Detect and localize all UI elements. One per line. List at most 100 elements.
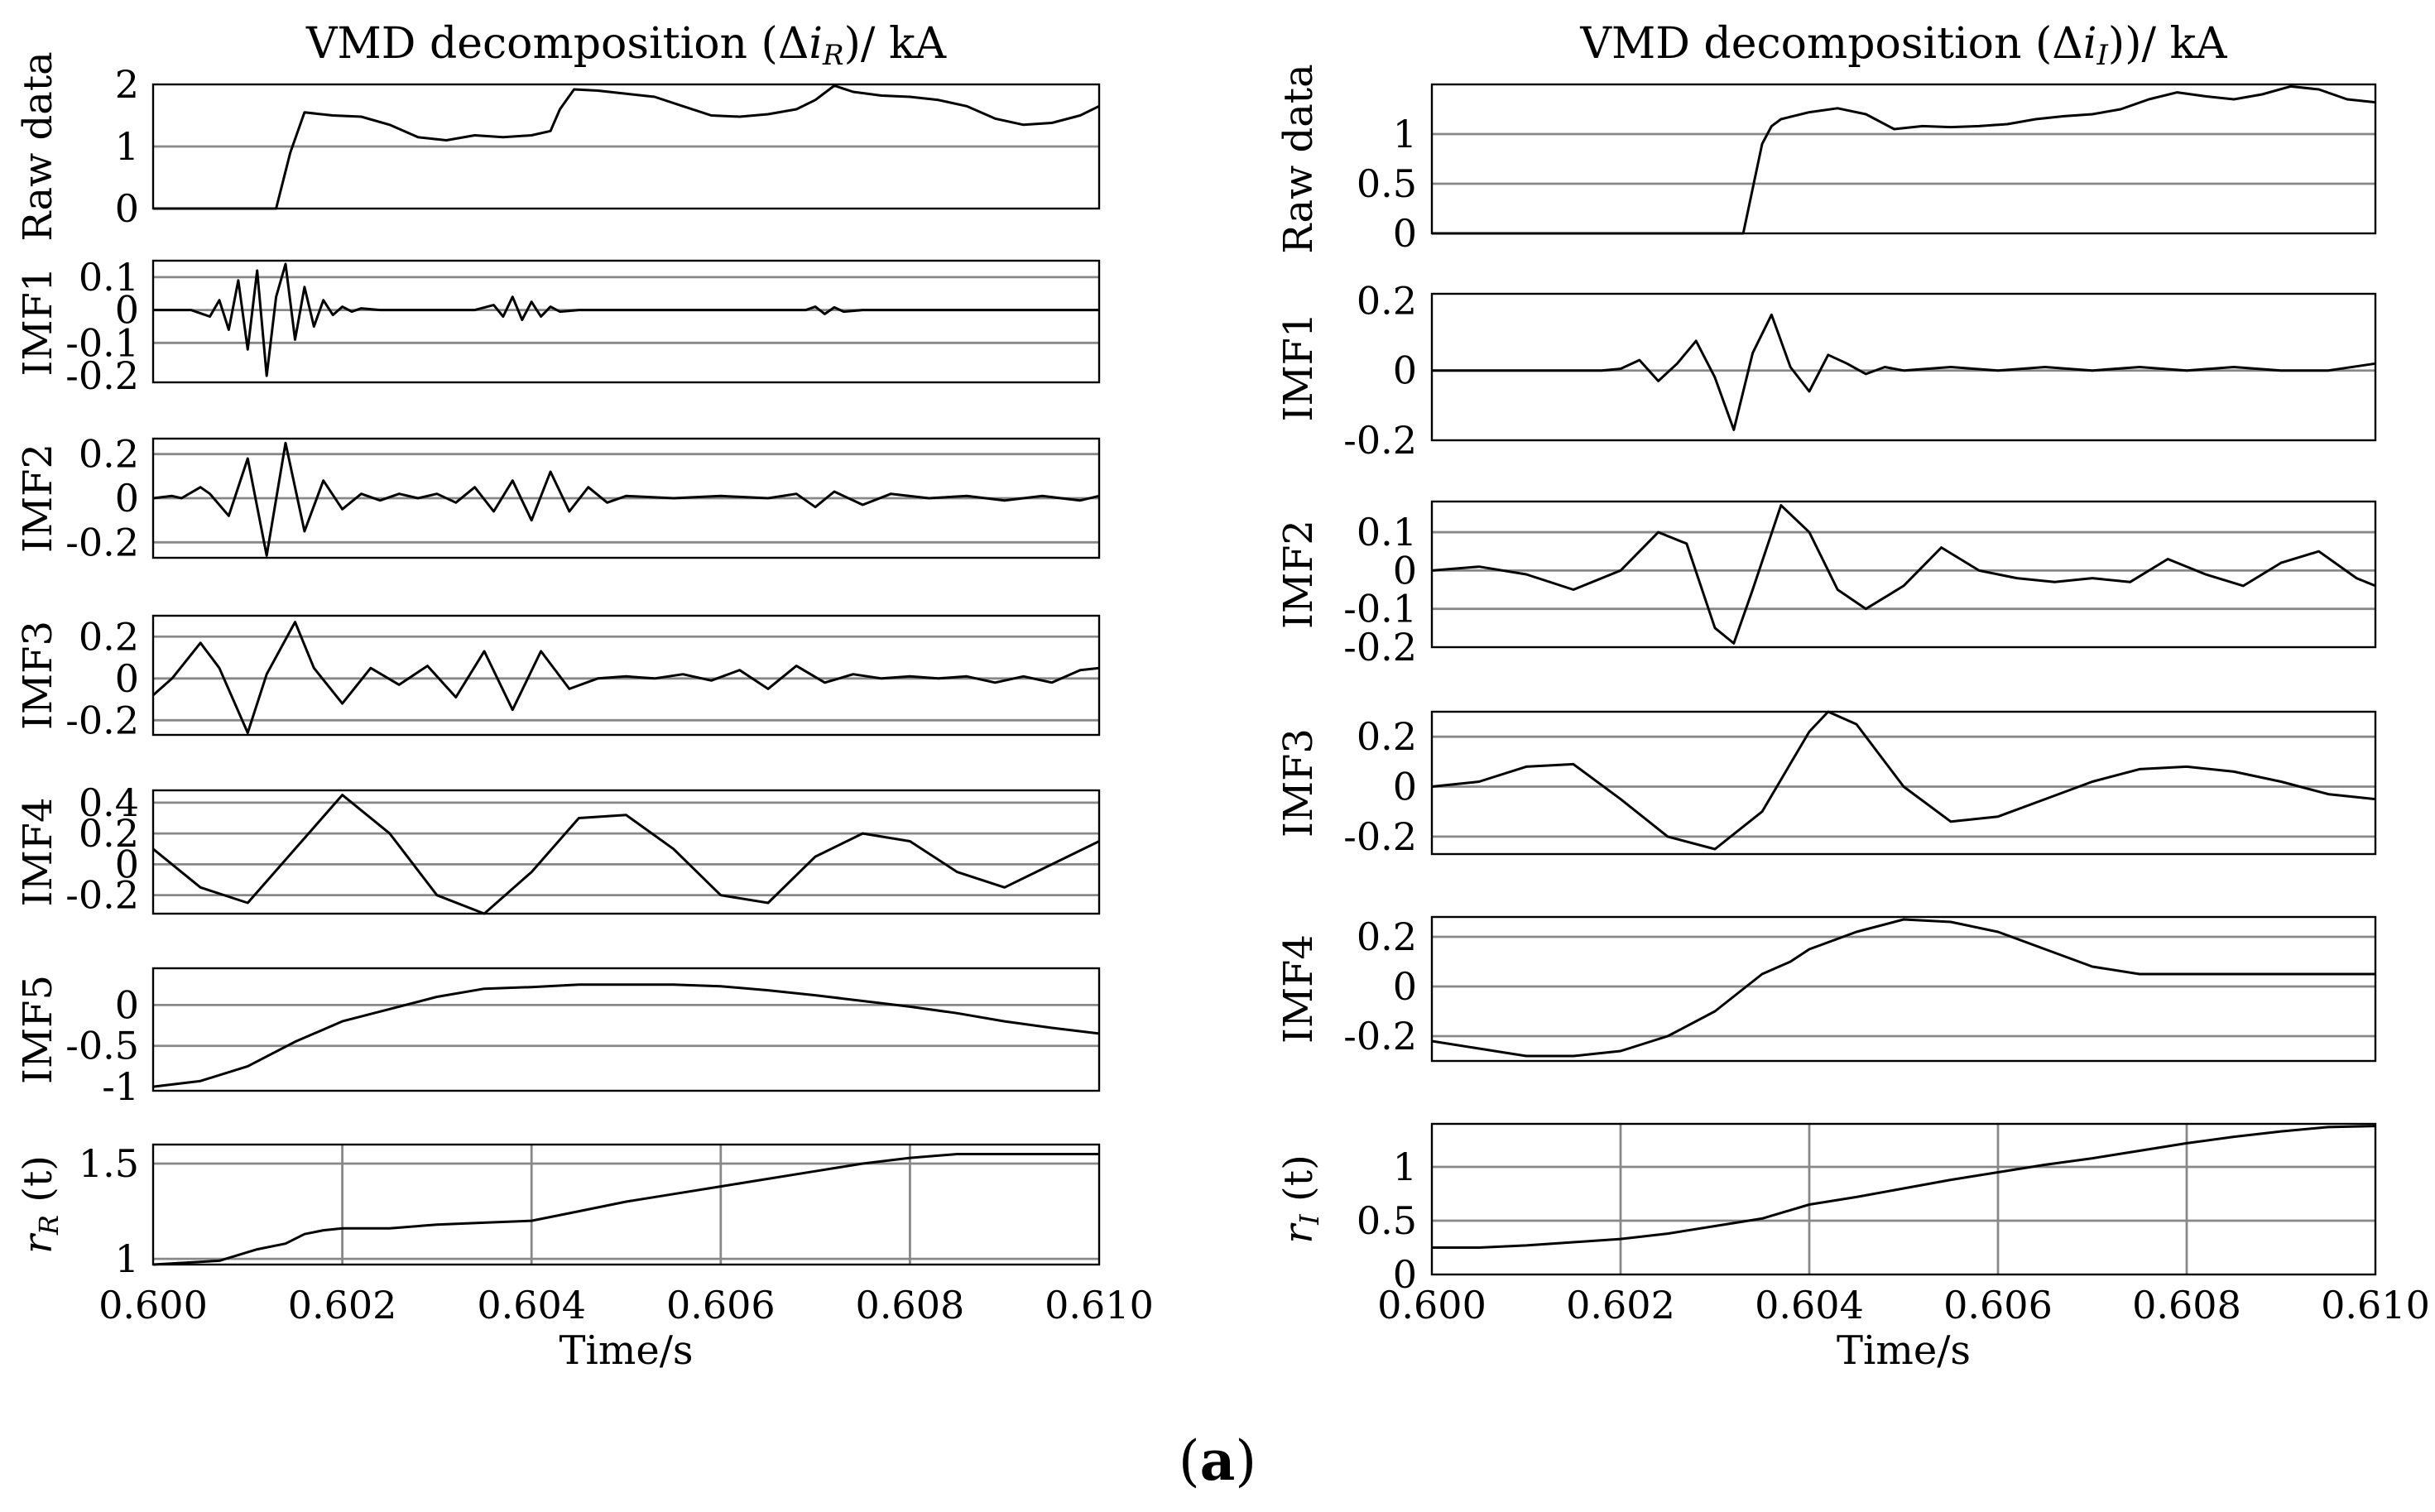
panel-frame-1-0 [1430, 83, 2377, 235]
chart-title-0: VMD decomposition (ΔiR)/ kA [305, 19, 948, 72]
xlabel-1: Time/s [1837, 1327, 1971, 1374]
ytick-label-0-3-1: 0 [115, 656, 139, 701]
series-line-1-3 [1431, 710, 2376, 851]
ytick-label-0-5-0: 0 [115, 982, 139, 1027]
panel-frame-0-1 [151, 259, 1101, 384]
panel-frame-1-4 [1430, 915, 2377, 1063]
panel-frame-0-6 [151, 1143, 1101, 1266]
figure-caption: (a) [1179, 1428, 1256, 1493]
ytick-label-0-2-1: 0 [115, 476, 139, 521]
xtick-label-0-2: 0.604 [477, 1283, 586, 1327]
ylabel-0-3: IMF3 [15, 621, 61, 730]
series-line-0-2 [152, 441, 1100, 557]
ytick-label-0-1-2: -0.1 [65, 320, 139, 365]
ylabel-0-4: IMF4 [15, 798, 61, 907]
ytick-label-0-0-0: 0 [115, 186, 139, 231]
ytick-label-1-1-2: -0.2 [1343, 418, 1417, 463]
ytick-label-1-3-0: 0.2 [1357, 714, 1417, 759]
chart-title-1: VMD decomposition (ΔiI))/ kA [1579, 19, 2228, 72]
ytick-label-1-4-0: 0.2 [1357, 914, 1417, 959]
panel-frame-1-2 [1430, 500, 2377, 649]
panel-0-0: 0 1 2 Raw data [15, 51, 1101, 242]
panel-0-6: 1.5 1 rR (t) [15, 1141, 1101, 1281]
ytick-label-0-5-2: -1 [102, 1064, 139, 1109]
ytick-label-1-1-0: 0.2 [1357, 278, 1417, 323]
ytick-label-0-6-1: 1 [115, 1236, 139, 1281]
ytick-label-1-3-2: -0.2 [1343, 814, 1417, 859]
panel-1-2: 0.10-0.1-0.2 IMF2 [1275, 500, 2377, 670]
ytick-label-1-1-1: 0 [1393, 348, 1417, 393]
ylabel-1-1: IMF1 [1275, 313, 1322, 422]
series-line-0-0 [153, 84, 1100, 210]
ylabel-0-2: IMF2 [15, 444, 61, 553]
ylabel-0-1: IMF1 [15, 267, 61, 377]
panel-frame-1-3 [1430, 710, 2377, 856]
ytick-label-0-2-0: 0.2 [79, 432, 139, 477]
ytick-label-0-4-3: -0.2 [65, 873, 139, 918]
ylabel-1-4: IMF4 [1275, 934, 1322, 1044]
panel-1-1: 0.2 0 -0.2 IMF1 [1275, 278, 2377, 463]
ytick-label-1-5-2: 0 [1393, 1252, 1417, 1297]
ylabel-0-5: IMF5 [15, 975, 61, 1084]
ylabel-0-0: Raw data [15, 51, 61, 241]
series-line-0-5 [152, 983, 1100, 1088]
panel-frame-0-3 [151, 614, 1101, 737]
xtick-label-1-3: 0.606 [1943, 1283, 2053, 1327]
ytick-label-0-0-2: 2 [115, 62, 139, 107]
series-line-1-5 [1432, 1125, 2376, 1249]
ytick-label-0-6-0: 1.5 [79, 1141, 139, 1186]
ytick-label-0-2-2: -0.2 [65, 520, 139, 564]
ytick-label-1-0-0: 1 [1393, 112, 1417, 156]
panel-frame-0-5 [151, 967, 1101, 1092]
ytick-label-0-5-1: -0.5 [65, 1024, 139, 1068]
xtick-label-0-5: 0.610 [1045, 1283, 1154, 1327]
ytick-label-0-4-2: 0 [115, 842, 139, 886]
panel-1-4: 0.2 0 -0.2 IMF4 [1275, 914, 2377, 1063]
panel-frame-1-1 [1430, 292, 2377, 442]
ytick-label-0-3-2: -0.2 [65, 698, 139, 742]
xtick-label-1-0: 0.600 [1377, 1283, 1486, 1327]
xtick-label-1-2: 0.604 [1755, 1283, 1864, 1327]
series-line-0-6 [152, 1153, 1099, 1266]
series-line-0-4 [152, 794, 1100, 915]
xtick-label-0-3: 0.606 [666, 1283, 776, 1327]
panel-1-0: 1 0.5 0 Raw data [1275, 64, 2377, 256]
ytick-label-1-0-2: 0 [1393, 211, 1417, 256]
ylabel-1-0: Raw data [1275, 64, 1322, 253]
panel-frame-0-0 [151, 83, 1101, 210]
series-line-1-1 [1432, 313, 2376, 431]
xtick-label-0-0: 0.600 [98, 1283, 208, 1327]
ylabel-1-3: IMF3 [1275, 728, 1322, 838]
series-line-0-3 [152, 621, 1100, 734]
ytick-label-1-2-3: -0.2 [1343, 625, 1417, 670]
ytick-label-0-1-3: -0.2 [65, 353, 139, 398]
chart-vmd-iR: VMD decomposition (ΔiR)/ kA 0 1 2 Raw data 0.… [15, 19, 1154, 1374]
series-line-1-2 [1431, 504, 2376, 645]
panel-0-5: 0-0.5-1 IMF5 [15, 967, 1101, 1109]
panel-1-5: 1 0.5 0 rI (t) [1275, 1122, 2377, 1297]
ytick-label-1-5-1: 0.5 [1357, 1198, 1417, 1243]
panel-1-3: 0.2 0 -0.2 IMF3 [1275, 710, 2377, 859]
ytick-label-0-4-0: 0.4 [79, 780, 139, 825]
panel-frame-0-4 [151, 789, 1101, 915]
panel-frame-1-5 [1430, 1122, 2377, 1276]
ytick-label-1-5-0: 1 [1393, 1145, 1417, 1189]
ytick-label-0-4-1: 0.2 [79, 811, 139, 856]
ytick-label-1-2-2: -0.1 [1343, 587, 1417, 631]
ylabel-1-5: rI (t) [1275, 1154, 1325, 1244]
figure-caption-label: a [1200, 1428, 1236, 1493]
series-line-1-4 [1431, 918, 2375, 1058]
ytick-label-1-4-1: 0 [1393, 964, 1417, 1009]
ylabel-0-6: rR (t) [15, 1155, 65, 1254]
xtick-label-0-4: 0.608 [856, 1283, 965, 1327]
xtick-label-1-1: 0.602 [1566, 1283, 1675, 1327]
ytick-label-1-4-2: -0.2 [1343, 1014, 1417, 1058]
ytick-label-0-1-0: 0.1 [79, 255, 139, 300]
ytick-label-0-0-1: 1 [115, 124, 139, 169]
series-line-1-0 [1432, 84, 2376, 235]
series-line-0-1 [153, 262, 1099, 377]
